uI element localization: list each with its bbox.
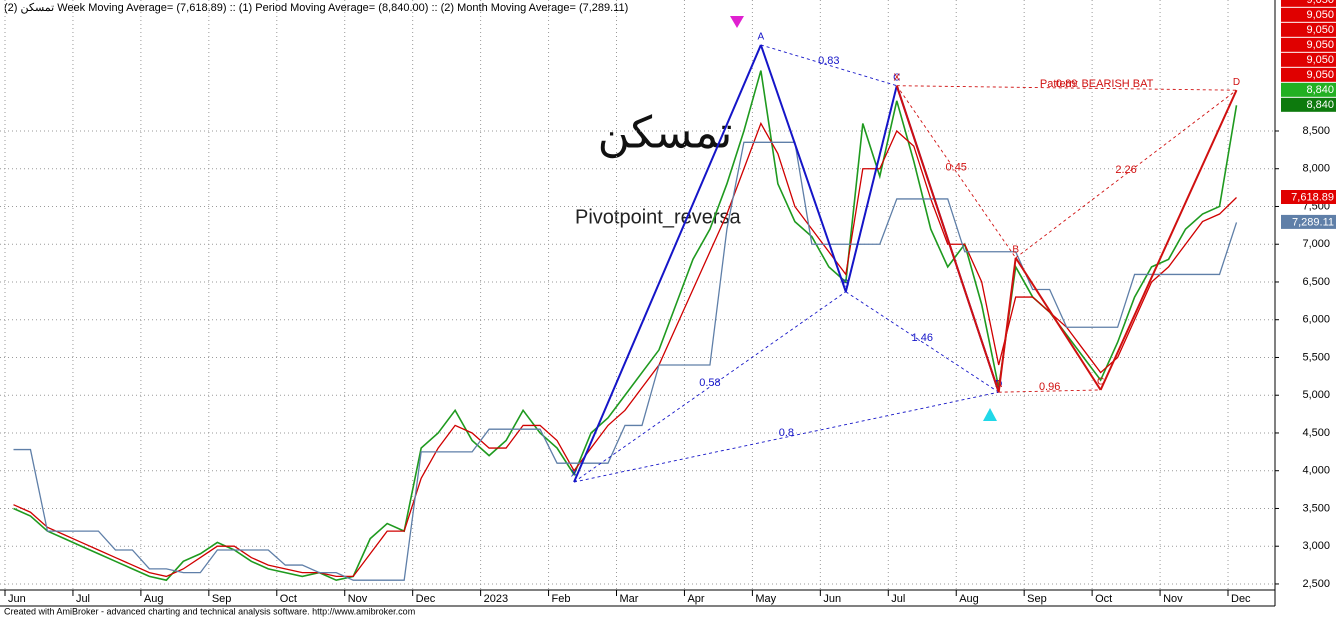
x-tick-label: Oct bbox=[1095, 593, 1112, 605]
pattern-ratio-line bbox=[896, 85, 1237, 91]
pattern-point-label: X bbox=[571, 469, 578, 480]
sell-signal bbox=[730, 16, 744, 28]
y-tick-label: 4,500 bbox=[1302, 427, 1330, 439]
price-marker-label: 7,618.89 bbox=[1291, 191, 1334, 203]
price-marker-label: 9,050 bbox=[1306, 0, 1334, 6]
y-tick-label: 2,500 bbox=[1302, 578, 1330, 590]
x-tick-label: Feb bbox=[552, 593, 571, 605]
price-marker-label: 9,050 bbox=[1306, 9, 1334, 21]
x-tick-label: Jul bbox=[891, 593, 905, 605]
pattern-point-label: C bbox=[1097, 377, 1104, 388]
price-marker-label: 9,050 bbox=[1306, 69, 1334, 81]
pattern-leg bbox=[844, 85, 898, 293]
pattern-leg bbox=[573, 44, 762, 483]
price-marker bbox=[1281, 214, 1336, 229]
x-tick-label: May bbox=[755, 593, 776, 605]
price-marker-label: 9,050 bbox=[1306, 24, 1334, 36]
footer: Created with AmiBroker - advanced charti… bbox=[4, 606, 415, 616]
y-tick-label: 8,000 bbox=[1302, 163, 1330, 175]
price-marker bbox=[1281, 52, 1336, 67]
pattern-ratio: 0.96 bbox=[1039, 381, 1060, 393]
price-marker bbox=[1281, 82, 1336, 97]
pattern-point-label: D bbox=[1233, 77, 1240, 88]
pattern-ratio-line bbox=[573, 291, 847, 483]
pattern-name: Pattern: BEARISH BAT bbox=[1040, 78, 1154, 90]
y-tick-label: 3,500 bbox=[1302, 502, 1330, 514]
x-tick-label: Apr bbox=[687, 593, 704, 605]
pattern-ratio: 0.58 bbox=[699, 377, 720, 389]
x-tick-label: 2023 bbox=[484, 593, 508, 605]
price-marker bbox=[1281, 190, 1336, 205]
pattern-ratio: 0.8 bbox=[779, 427, 794, 439]
price-marker bbox=[1281, 7, 1336, 22]
pattern-ratio-line bbox=[845, 291, 999, 393]
pattern-point-label: B bbox=[1012, 244, 1019, 255]
x-tick-label: Oct bbox=[280, 593, 297, 605]
symbol-watermark: تمسکن bbox=[598, 109, 733, 159]
buy-signal bbox=[983, 408, 997, 421]
x-tick-label: Sep bbox=[1027, 593, 1047, 605]
y-tick-label: 6,000 bbox=[1302, 314, 1330, 326]
price-line bbox=[13, 141, 1238, 581]
x-tick-label: Jul bbox=[76, 593, 90, 605]
pattern-ratio: 0.89 bbox=[1056, 78, 1077, 90]
price-marker bbox=[1281, 97, 1336, 112]
x-tick-label: Aug bbox=[959, 593, 979, 605]
x-tick-label: Dec bbox=[1231, 593, 1251, 605]
pattern-leg bbox=[1099, 89, 1238, 391]
price-marker bbox=[1281, 0, 1336, 7]
price-marker-label: 8,840 bbox=[1306, 84, 1334, 96]
pattern-ratio-line bbox=[896, 85, 1017, 259]
price-marker-label: 7,289.11 bbox=[1292, 216, 1334, 228]
price-line bbox=[13, 121, 1237, 578]
x-tick-label: Jun bbox=[823, 593, 841, 605]
pattern-ratio-line bbox=[573, 391, 999, 483]
price-marker bbox=[1281, 37, 1336, 52]
pattern-point-label: C bbox=[893, 72, 900, 83]
indicator-watermark: Pivotpoint_reversa bbox=[575, 206, 742, 228]
x-tick-label: Sep bbox=[212, 593, 232, 605]
pattern-ratio: 1.46 bbox=[912, 332, 933, 344]
pattern-ratio: 0.45 bbox=[946, 162, 967, 174]
pattern-ratio: 2.26 bbox=[1115, 164, 1136, 176]
pattern-leg bbox=[895, 85, 1000, 393]
y-tick-label: 4,000 bbox=[1302, 465, 1330, 477]
pattern-ratio-line bbox=[1015, 89, 1237, 259]
pattern-point-label: A bbox=[758, 32, 765, 43]
chart-title: تمسکن (2) Week Moving Average= (7,618.89… bbox=[4, 2, 628, 14]
y-tick-label: 8,500 bbox=[1302, 125, 1330, 137]
x-tick-label: Mar bbox=[620, 593, 639, 605]
price-marker-label: 9,050 bbox=[1306, 54, 1334, 66]
x-tick-label: Nov bbox=[348, 593, 368, 605]
pattern-point-label: A bbox=[995, 379, 1002, 390]
y-tick-label: 5,500 bbox=[1302, 351, 1330, 363]
x-tick-label: Nov bbox=[1163, 593, 1183, 605]
x-tick-label: Jun bbox=[8, 593, 26, 605]
price-marker-label: 8,840 bbox=[1306, 99, 1334, 111]
price-marker-label: 9,050 bbox=[1306, 39, 1334, 51]
pattern-point-label: B bbox=[842, 278, 849, 289]
y-tick-label: 6,500 bbox=[1302, 276, 1330, 288]
pattern-leg bbox=[759, 44, 847, 293]
pattern-ratio-line bbox=[998, 389, 1101, 393]
price-marker bbox=[1281, 22, 1336, 37]
y-tick-label: 5,000 bbox=[1302, 389, 1330, 401]
y-tick-label: 3,000 bbox=[1302, 540, 1330, 552]
x-tick-label: Aug bbox=[144, 593, 164, 605]
y-tick-label: 7,000 bbox=[1302, 238, 1330, 250]
pattern-leg bbox=[997, 257, 1017, 393]
pattern-leg bbox=[1014, 257, 1102, 391]
pattern-point-label: X bbox=[893, 72, 900, 83]
price-marker bbox=[1281, 67, 1336, 82]
pattern-ratio: 0.83 bbox=[818, 55, 839, 67]
x-tick-label: Dec bbox=[416, 593, 436, 605]
